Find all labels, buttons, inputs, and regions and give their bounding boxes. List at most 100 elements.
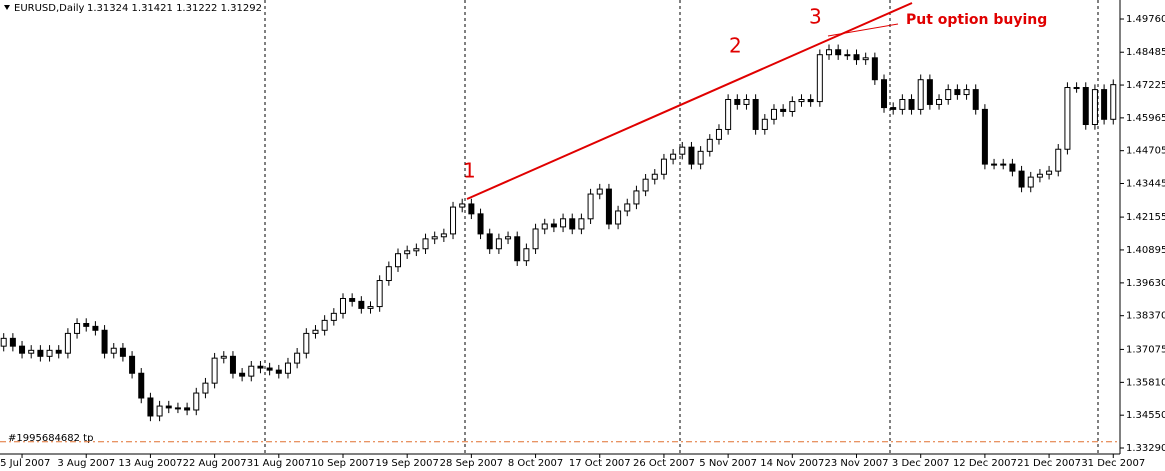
candle-body (826, 49, 832, 56)
candle-body (165, 405, 172, 409)
x-tick-label: 25 Jul 2007 (0, 458, 50, 469)
candle-body (55, 349, 62, 354)
candle-body (376, 280, 383, 308)
candle-body (1036, 173, 1043, 178)
x-tick-label: 12 Dec 2007 (953, 458, 1017, 469)
candle-body (835, 49, 842, 56)
candle-body (725, 98, 732, 130)
candle-body (1091, 89, 1098, 126)
candle-body (1101, 89, 1108, 120)
x-tick-label: 28 Sep 2007 (440, 458, 503, 469)
candle-body (395, 253, 402, 268)
candle-body (798, 98, 805, 103)
candle-body (413, 248, 420, 252)
candle-body (706, 138, 713, 152)
candle-body (459, 203, 466, 208)
x-tick-label: 3 Dec 2007 (892, 458, 950, 469)
x-tick-label: 26 Oct 2007 (633, 458, 695, 469)
candle-body (945, 89, 952, 100)
candle-body (229, 355, 236, 374)
candle-body (19, 345, 26, 354)
x-tick-label: 21 Dec 2007 (1017, 458, 1081, 469)
candle-body (303, 332, 310, 354)
candle-body (660, 158, 667, 175)
candle-body (853, 54, 860, 61)
y-tick-label: 1.34550 (1126, 410, 1165, 421)
y-tick-label: 1.44705 (1126, 146, 1165, 157)
candle-body (862, 57, 869, 61)
candle-body (1110, 84, 1117, 120)
candle-body (780, 108, 787, 112)
candle-body (670, 153, 677, 160)
candle-body (349, 297, 356, 302)
candle-body (404, 250, 411, 255)
candle-body (541, 223, 548, 230)
candle-body (202, 382, 209, 394)
candle-body (615, 210, 622, 225)
candle-body (9, 337, 16, 347)
y-tick-label: 1.40895 (1126, 245, 1165, 256)
candle-body (505, 236, 512, 240)
candle-body (963, 89, 970, 96)
candle-body (1082, 87, 1089, 126)
candle-body (220, 355, 227, 359)
candle-body (431, 236, 438, 240)
candle-body (550, 223, 557, 228)
candle-body (596, 188, 603, 195)
candle-body (761, 118, 768, 130)
candle-body (789, 101, 796, 112)
candle-body (1000, 163, 1007, 166)
candle-body (881, 79, 888, 109)
candle-body (981, 108, 988, 165)
candle-body (138, 372, 145, 399)
candle-body (715, 128, 722, 140)
candle-body (917, 79, 924, 110)
candle-body (119, 347, 126, 357)
x-tick-label: 3 Aug 2007 (57, 458, 115, 469)
x-tick-label: 31 Aug 2007 (247, 458, 311, 469)
candle-body (587, 193, 594, 220)
candle-body (174, 407, 181, 410)
candle-body (972, 89, 979, 110)
candle-body (257, 365, 264, 369)
annotation: Put option buying (906, 12, 1047, 28)
candle-body (1064, 87, 1071, 150)
y-tick-label: 1.48485 (1126, 47, 1165, 58)
annotation: 3 (809, 5, 822, 29)
annotation: 2 (729, 34, 742, 58)
y-tick-label: 1.33290 (1126, 443, 1165, 454)
candle-body (624, 203, 631, 212)
quote: 1.31324 1.31421 1.31222 1.31292 (87, 3, 262, 14)
candle-body (266, 367, 273, 371)
candle-body (770, 108, 777, 120)
candle-body (1009, 163, 1016, 172)
candle-body (440, 233, 447, 238)
annotation: 1 (463, 159, 476, 183)
candle-body (816, 54, 823, 103)
candle-body (468, 203, 475, 215)
candle-body (514, 236, 521, 262)
x-tick-label: 31 Dec 2007 (1081, 458, 1145, 469)
candle-body (871, 57, 878, 81)
candle-body (83, 323, 90, 327)
candle-body (239, 372, 246, 377)
candle-body (74, 323, 81, 334)
candle-body (28, 349, 35, 354)
candle-body (569, 218, 576, 230)
candle-body (807, 98, 814, 103)
candle-body (46, 349, 53, 357)
x-tick-label: 5 Nov 2007 (699, 458, 757, 469)
candle-body (110, 347, 117, 354)
x-tick-label: 17 Oct 2007 (569, 458, 631, 469)
y-tick-label: 1.47225 (1126, 80, 1165, 91)
candle-body (248, 365, 255, 377)
candle-body (385, 266, 392, 282)
y-tick-label: 1.37075 (1126, 344, 1165, 355)
order-label: #1995684682 tp (8, 433, 93, 444)
candle-body (312, 329, 319, 334)
candle-body (688, 146, 695, 165)
candle-body (294, 352, 301, 364)
callout-line (827, 23, 899, 37)
x-tick-label: 23 Nov 2007 (824, 458, 888, 469)
